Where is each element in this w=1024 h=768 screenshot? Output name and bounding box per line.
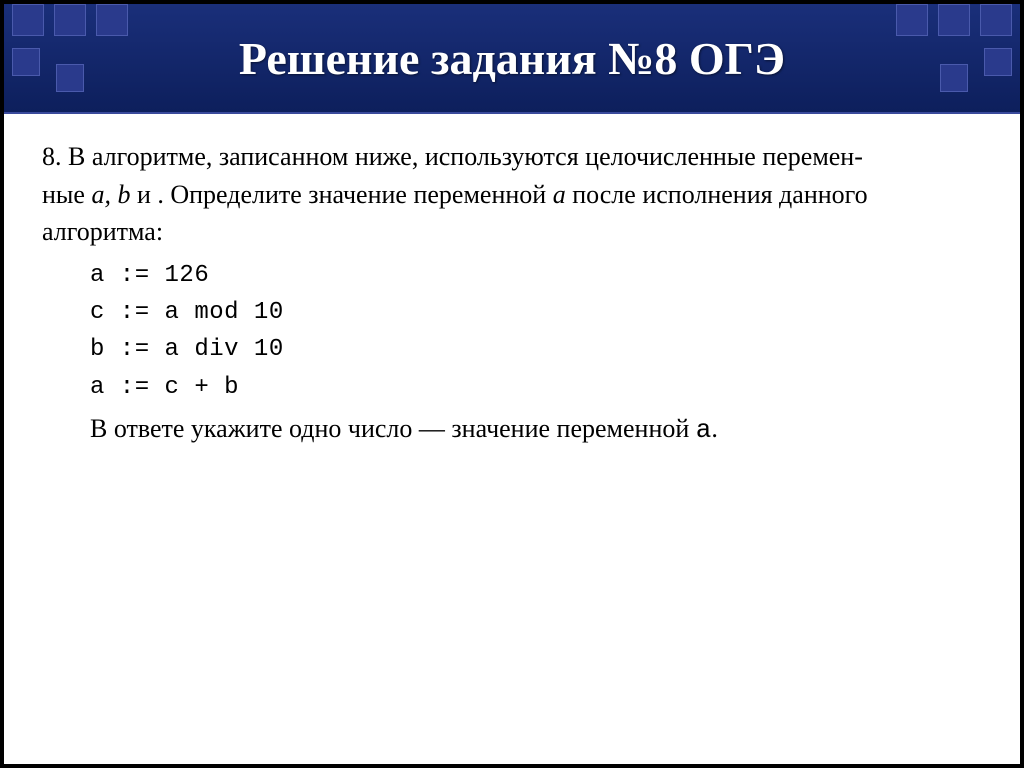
problem-var-target: a bbox=[553, 180, 566, 209]
answer-prefix: В ответе укажите одно число — значение п… bbox=[90, 414, 696, 443]
answer-var: a bbox=[696, 415, 712, 445]
slide-title: Решение задания №8 ОГЭ bbox=[239, 32, 785, 85]
answer-suffix: . bbox=[711, 414, 718, 443]
algorithm-code: a := 126 c := a mod 10 b := a div 10 a :… bbox=[42, 255, 982, 408]
problem-line2-suffix: после исполнения данного bbox=[566, 180, 868, 209]
problem-statement: 8. В алгоритме, записанном ниже, использ… bbox=[42, 138, 982, 251]
code-line: a := 126 bbox=[90, 257, 982, 294]
problem-vars: a, b bbox=[91, 180, 130, 209]
decoration-square bbox=[938, 4, 970, 36]
decoration-square bbox=[896, 4, 928, 36]
decoration-square bbox=[54, 4, 86, 36]
code-line: b := a div 10 bbox=[90, 331, 982, 368]
slide-header: Решение задания №8 ОГЭ bbox=[4, 4, 1020, 114]
slide-content: 8. В алгоритме, записанном ниже, использ… bbox=[4, 114, 1020, 450]
problem-number: 8. bbox=[42, 142, 62, 171]
decoration-square bbox=[940, 64, 968, 92]
problem-line1: В алгоритме, записанном ниже, используют… bbox=[68, 142, 863, 171]
code-line: c := a mod 10 bbox=[90, 294, 982, 331]
decoration-square bbox=[96, 4, 128, 36]
answer-instruction: В ответе укажите одно число — значение п… bbox=[42, 410, 982, 450]
problem-line3: алгоритма: bbox=[42, 217, 163, 246]
problem-line2-mid: и . Определите значение переменной bbox=[130, 180, 552, 209]
decoration-square bbox=[12, 4, 44, 36]
decoration-square bbox=[56, 64, 84, 92]
decoration-square bbox=[12, 48, 40, 76]
slide: Решение задания №8 ОГЭ 8. В алгоритме, з… bbox=[0, 0, 1024, 768]
problem-line2-prefix: ные bbox=[42, 180, 91, 209]
code-line: a := c + b bbox=[90, 369, 982, 406]
decoration-square bbox=[984, 48, 1012, 76]
decoration-square bbox=[980, 4, 1012, 36]
